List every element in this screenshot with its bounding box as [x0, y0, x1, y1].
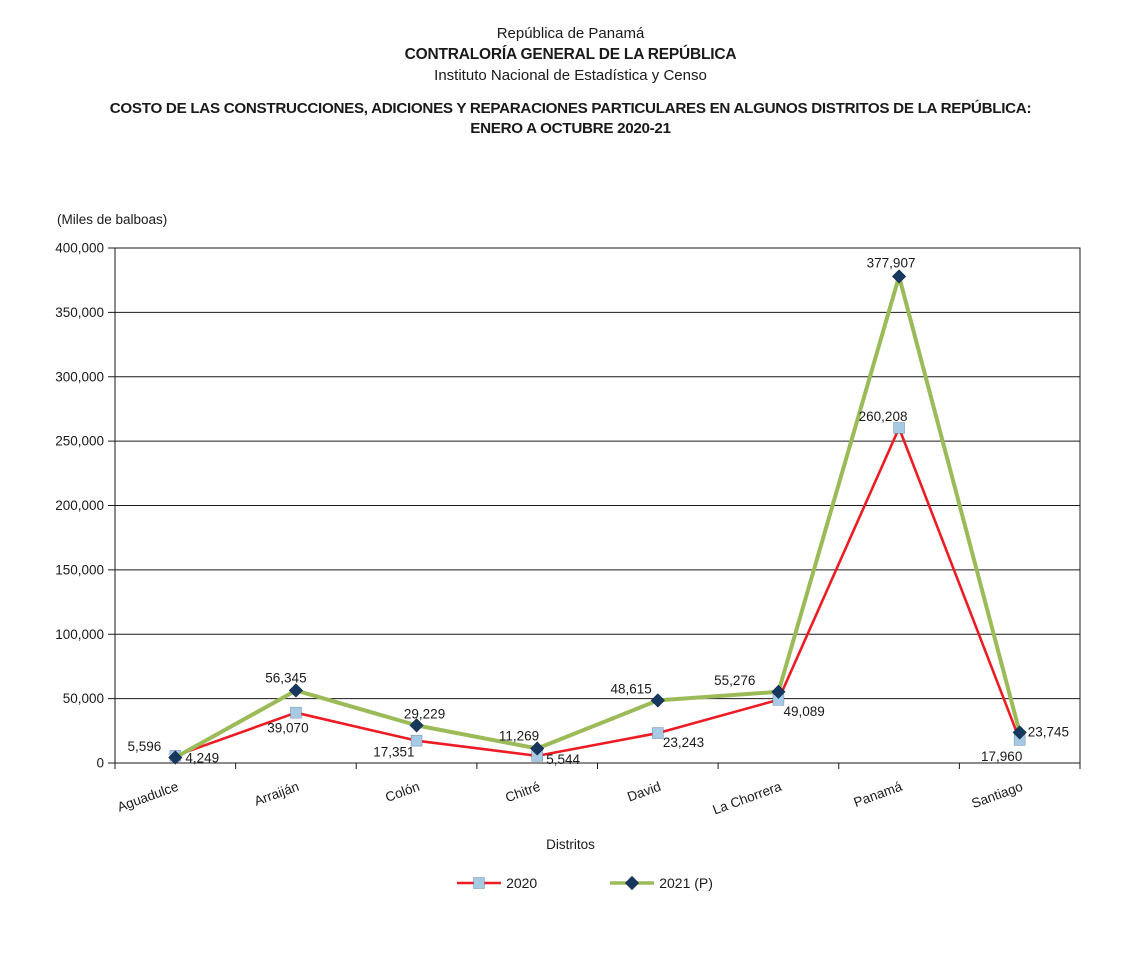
y-axis-units-label: (Miles de balboas)	[57, 212, 167, 227]
marker-diamond	[168, 750, 183, 765]
y-tick-label: 200,000	[55, 498, 104, 513]
x-category-label: Panamá	[852, 779, 905, 810]
y-tick-label: 300,000	[55, 369, 104, 384]
legend-item-2021: 2021 (P)	[609, 875, 713, 891]
data-label: 23,243	[663, 735, 704, 750]
marker-square	[893, 422, 905, 434]
y-tick-label: 50,000	[63, 691, 104, 706]
chart-plot: (Miles de balboas) 0 50,000 100,000 150,000 2…	[55, 212, 1081, 818]
x-category-label: David	[625, 779, 663, 805]
legend-swatch-2021	[610, 875, 655, 891]
marker-square	[410, 734, 423, 747]
marker-diamond	[530, 741, 545, 756]
y-tick-label: 350,000	[55, 305, 104, 320]
data-label: 17,351	[373, 745, 414, 760]
data-label: 29,229	[404, 706, 445, 721]
x-category-label: La Chorrera	[711, 779, 784, 818]
x-axis-title: Distritos	[546, 837, 595, 852]
data-label: 11,269	[499, 728, 539, 743]
marker-square	[652, 727, 664, 739]
series-line-2021P	[174, 274, 1022, 760]
marker-square	[290, 706, 302, 719]
x-category-label: Santiago	[970, 779, 1025, 811]
x-category-label: Arraiján	[252, 779, 301, 809]
data-label: 377,907	[867, 255, 916, 270]
y-tick-label: 400,000	[55, 241, 104, 256]
data-label: 23,745	[1028, 724, 1069, 739]
data-label: 48,615	[611, 681, 652, 696]
data-label: 56,345	[265, 670, 306, 685]
chart-legend: 2020 2021 (P)	[14, 875, 1141, 891]
marker-diamond	[891, 269, 907, 284]
marker-diamond	[625, 875, 640, 891]
report-header: República de Panamá CONTRALORÍA GENERAL …	[0, 0, 1141, 86]
x-category-label: Colón	[383, 779, 421, 805]
data-label: 49,089	[783, 704, 824, 719]
legend-swatch-2020	[457, 877, 502, 889]
header-office: Instituto Nacional de Estadística y Cens…	[434, 67, 707, 84]
header-institution: CONTRALORÍA GENERAL DE LA REPÚBLICA	[404, 46, 737, 63]
x-category-label: Aguadulce	[115, 779, 180, 815]
header-country: República de Panamá	[496, 25, 645, 42]
y-tick-label: 250,000	[55, 434, 104, 449]
data-label: 17,960	[981, 749, 1022, 764]
data-label: 55,276	[714, 673, 755, 688]
data-label: 5,596	[128, 739, 162, 754]
marker-diamond	[1012, 725, 1027, 740]
legend-label-2021: 2021 (P)	[659, 875, 713, 891]
data-label: 260,208	[859, 409, 908, 424]
data-label: 39,070	[267, 721, 308, 736]
chart-title: COSTO DE LAS CONSTRUCCIONES, ADICIONES Y…	[109, 100, 1032, 137]
legend-label-2020: 2020	[506, 875, 538, 891]
marker-square	[473, 877, 485, 889]
line-chart: (Miles de balboas) 0 50,000 100,000 150,000 2…	[0, 139, 1141, 957]
series-line-2020	[174, 426, 1021, 758]
x-category-label: Chitré	[503, 779, 542, 805]
data-label: 5,544	[546, 752, 580, 767]
marker-diamond	[409, 718, 424, 733]
y-tick-label: 0	[96, 756, 104, 771]
legend-item-2020: 2020	[456, 875, 537, 891]
marker-diamond	[288, 683, 304, 698]
y-tick-label: 150,000	[55, 562, 104, 577]
marker-diamond	[650, 693, 665, 708]
y-tick-label: 100,000	[55, 627, 104, 642]
data-label: 4,249	[185, 751, 219, 766]
marker-diamond	[771, 684, 786, 700]
